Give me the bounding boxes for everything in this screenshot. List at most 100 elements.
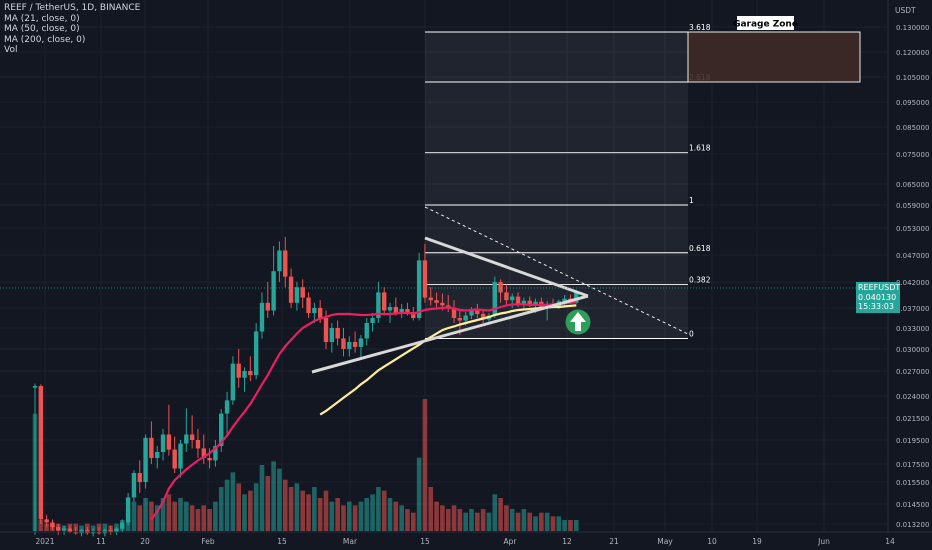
candle[interactable] (480, 309, 486, 323)
volume-bar (248, 490, 253, 531)
candle[interactable] (416, 252, 422, 321)
candle-body (317, 308, 323, 318)
legend-ma50[interactable]: MA (50, close, 0) (4, 24, 80, 34)
candle[interactable] (32, 383, 38, 535)
candle[interactable] (108, 525, 113, 535)
candle[interactable] (510, 293, 515, 308)
volume-bar (137, 505, 143, 531)
candle[interactable] (195, 429, 201, 458)
candle[interactable] (44, 514, 49, 528)
candle[interactable] (434, 292, 439, 308)
legend-ma200[interactable]: MA (200, close, 0) (4, 34, 86, 45)
candle[interactable] (306, 292, 311, 318)
candle[interactable] (382, 287, 387, 316)
candle-body (242, 371, 247, 378)
candle[interactable] (201, 434, 206, 465)
candle[interactable] (504, 284, 509, 306)
candle[interactable] (114, 527, 119, 535)
candle[interactable] (131, 470, 137, 502)
candle[interactable] (422, 243, 428, 303)
triangle-lower-line[interactable] (311, 294, 589, 374)
candles[interactable] (32, 237, 579, 537)
candle[interactable] (137, 460, 142, 493)
price-axis[interactable]: USDT 0.130000 0.120000 0.105000 0.095000 0.08… (887, 0, 932, 550)
volume-bar (335, 498, 340, 531)
volume-bar (90, 525, 96, 531)
candle[interactable] (475, 303, 480, 318)
candle[interactable] (335, 320, 340, 346)
candle[interactable] (38, 384, 44, 524)
candle[interactable] (370, 313, 375, 332)
candle[interactable] (259, 292, 265, 339)
candle[interactable] (149, 421, 154, 464)
volume-bar (172, 501, 177, 531)
garage-zone-box[interactable] (687, 31, 861, 83)
time-tick-label: 21 (609, 537, 619, 546)
price-axis-bg (888, 0, 932, 550)
candle[interactable] (219, 409, 224, 452)
fib-trend-dashed-line[interactable] (424, 206, 689, 335)
volume-bar (527, 512, 532, 531)
candle[interactable] (277, 241, 282, 283)
legend-ma21[interactable]: MA (21, close, 0) (4, 13, 80, 24)
candle[interactable] (242, 367, 247, 392)
candle[interactable] (352, 331, 358, 353)
candle[interactable] (498, 279, 503, 303)
candle-body (189, 434, 195, 440)
candle[interactable] (312, 302, 317, 323)
candle[interactable] (347, 336, 352, 357)
candle[interactable] (428, 287, 433, 306)
candle[interactable] (358, 335, 364, 360)
candle[interactable] (155, 446, 160, 469)
candle[interactable] (283, 237, 288, 288)
fib-zone-fill (425, 32, 688, 339)
candle[interactable] (399, 303, 404, 318)
candle[interactable] (184, 408, 189, 452)
candle[interactable] (56, 524, 61, 535)
candle-body (352, 342, 358, 347)
volume-bar (498, 498, 503, 531)
candle-body (416, 260, 422, 318)
candle[interactable] (451, 300, 457, 323)
legend-vol[interactable]: Vol (4, 45, 18, 55)
legend-symbol[interactable]: REEF / TetherUS, 1D, BINANCE (4, 3, 141, 13)
candle[interactable] (178, 440, 183, 478)
candle[interactable] (50, 519, 55, 531)
candle[interactable] (166, 404, 172, 456)
candle[interactable] (160, 429, 166, 461)
triangle-upper-line[interactable] (424, 236, 589, 298)
candle[interactable] (364, 318, 369, 346)
candle[interactable] (172, 436, 177, 473)
candle[interactable] (271, 246, 276, 316)
volume-bar (457, 509, 463, 531)
candle[interactable] (492, 276, 497, 318)
candle[interactable] (120, 519, 125, 532)
volume-bar (422, 399, 428, 531)
candle[interactable] (300, 279, 305, 308)
candle[interactable] (143, 434, 148, 489)
candle[interactable] (294, 282, 300, 311)
volume-bar (149, 501, 154, 531)
trendlines[interactable] (0, 206, 888, 374)
candle[interactable] (207, 448, 212, 469)
candle[interactable] (253, 323, 259, 380)
candle[interactable] (224, 391, 230, 435)
candle[interactable] (341, 328, 346, 357)
candle[interactable] (61, 525, 67, 535)
candle[interactable] (329, 323, 335, 353)
candle[interactable] (248, 356, 253, 381)
candle[interactable] (189, 415, 195, 449)
candle[interactable] (230, 356, 236, 405)
candle[interactable] (125, 493, 131, 526)
time-tick-label: Feb (201, 537, 215, 546)
time-axis[interactable]: 2021 11 20 Feb 15 Mar 15 Apr 12 21 May 10 19 Jun 14 (0, 531, 932, 546)
candle[interactable] (236, 349, 241, 388)
volume-bar (440, 505, 445, 531)
candle-body (294, 287, 300, 303)
fib-level-label: 0.618 (689, 244, 711, 253)
price-tick-label: 0.075000 (896, 151, 929, 159)
candle[interactable] (376, 282, 381, 323)
candle[interactable] (213, 440, 218, 467)
